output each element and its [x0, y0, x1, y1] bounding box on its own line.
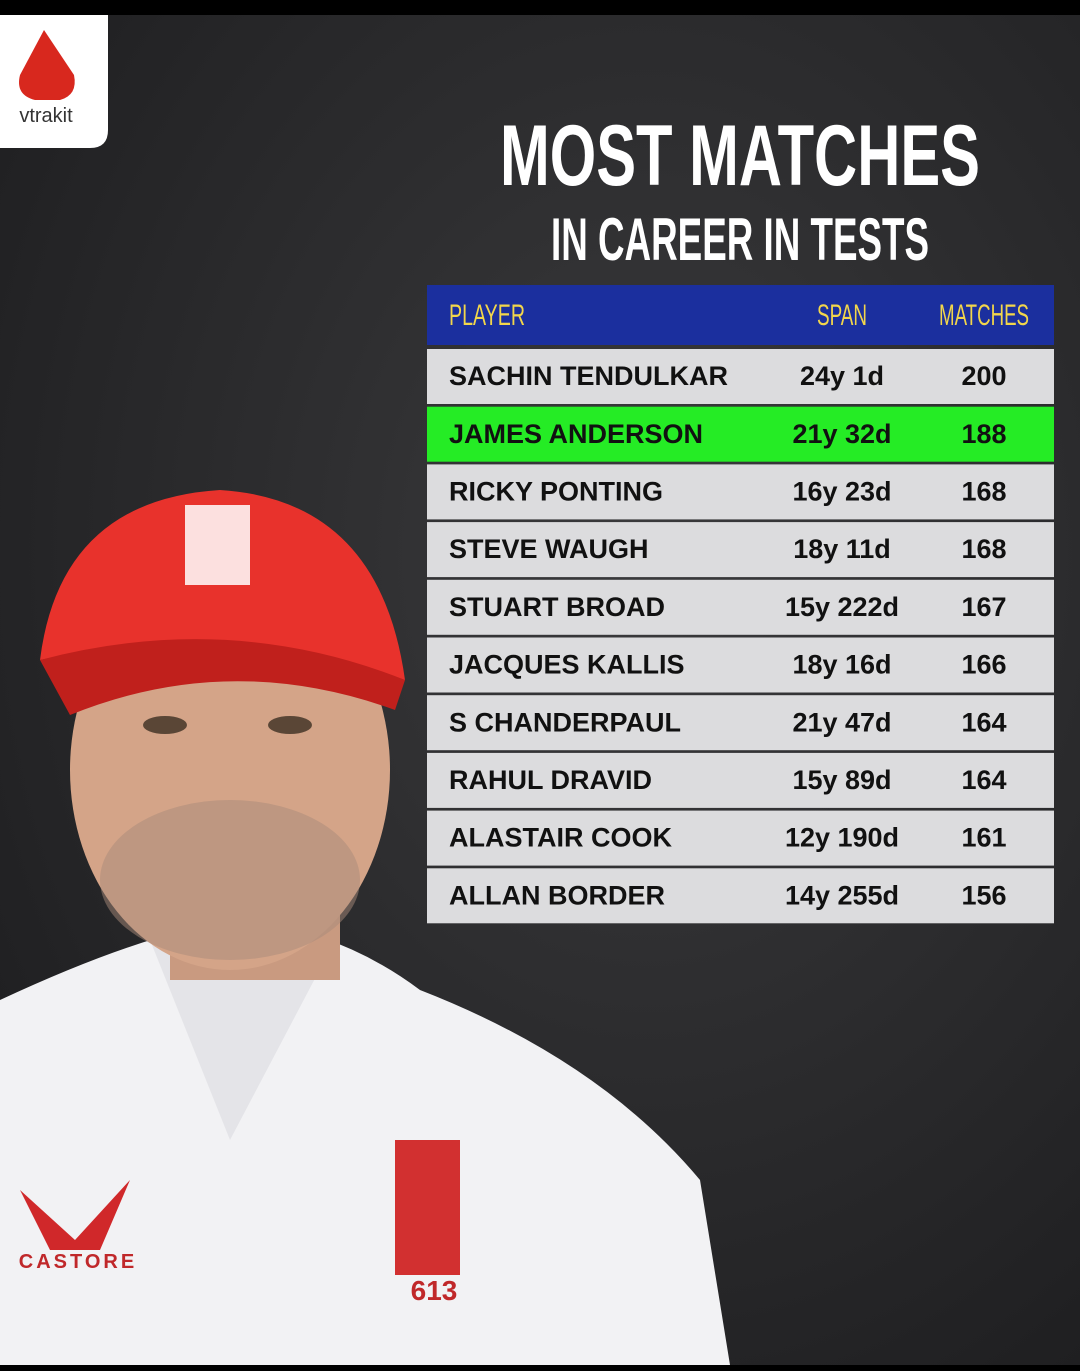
table-cell: 200	[961, 361, 1006, 391]
logo-text: vtrakit	[19, 105, 73, 127]
table-cell: ALASTAIR COOK	[449, 823, 672, 853]
table-row	[427, 406, 1054, 462]
table-cell: 166	[961, 650, 1006, 680]
table-cell: 156	[961, 880, 1006, 910]
table-row	[427, 579, 1054, 635]
table-cell: 15y 222d	[785, 592, 899, 622]
table-cell: 15y 89d	[792, 765, 891, 795]
table-cell: 161	[961, 823, 1006, 853]
column-header: MATCHES	[939, 299, 1029, 332]
table: PLAYER SPAN MATCHES SACHIN TENDULKAR 24y 1d 2…	[427, 299, 1054, 924]
column-header: PLAYER	[449, 299, 525, 332]
subtitle: IN CAREER IN TESTS	[551, 206, 929, 273]
brand-text: CASTORE	[19, 1251, 137, 1273]
table-cell: 12y 190d	[785, 823, 899, 853]
beard	[100, 800, 360, 960]
table-cell: RAHUL DRAVID	[449, 765, 652, 795]
logo-icon	[19, 30, 75, 100]
table-cell: 21y 32d	[792, 419, 891, 449]
table-row	[427, 522, 1054, 578]
table-cell: 188	[961, 419, 1006, 449]
table-cell: S CHANDERPAUL	[449, 707, 681, 737]
table-cell: 168	[961, 477, 1006, 507]
table-cell: 16y 23d	[792, 477, 891, 507]
eye	[143, 716, 187, 734]
eye	[268, 716, 312, 734]
table-cell: RICKY PONTING	[449, 477, 663, 507]
collar	[150, 940, 330, 1140]
table-row	[427, 464, 1054, 520]
table-cell: 164	[961, 765, 1006, 795]
table-row	[427, 752, 1054, 808]
title: MOST MATCHES	[500, 108, 980, 204]
brand-logo	[20, 1180, 130, 1250]
table-cell: JAMES ANDERSON	[449, 419, 703, 449]
table-row	[427, 810, 1054, 866]
player-photo: CASTORE 613	[0, 490, 730, 1365]
table-cell: 24y 1d	[800, 361, 884, 391]
table-cell: ALLAN BORDER	[449, 880, 665, 910]
table-cell: STEVE WAUGH	[449, 534, 649, 564]
table-cell: 14y 255d	[785, 880, 899, 910]
cap-number: 613	[411, 1275, 458, 1306]
table-cell: 21y 47d	[792, 707, 891, 737]
table-cell: 167	[961, 592, 1006, 622]
table-cell: 168	[961, 534, 1006, 564]
table-cell: SACHIN TENDULKAR	[449, 361, 728, 391]
table-cell: STUART BROAD	[449, 592, 665, 622]
column-header: SPAN	[817, 299, 867, 332]
cap-crest	[185, 505, 250, 585]
shirt-crest	[395, 1140, 460, 1275]
table-row	[427, 349, 1054, 404]
table-header	[427, 285, 1054, 345]
table-row	[427, 695, 1054, 751]
table-cell: JACQUES KALLIS	[449, 650, 685, 680]
shirt	[0, 920, 730, 1365]
table-cell: 164	[961, 707, 1006, 737]
table-row	[427, 868, 1054, 924]
table-cell: 18y 11d	[793, 534, 891, 564]
cap-peak	[40, 639, 405, 715]
table-row	[427, 637, 1054, 693]
table-cell: 18y 16d	[792, 650, 891, 680]
